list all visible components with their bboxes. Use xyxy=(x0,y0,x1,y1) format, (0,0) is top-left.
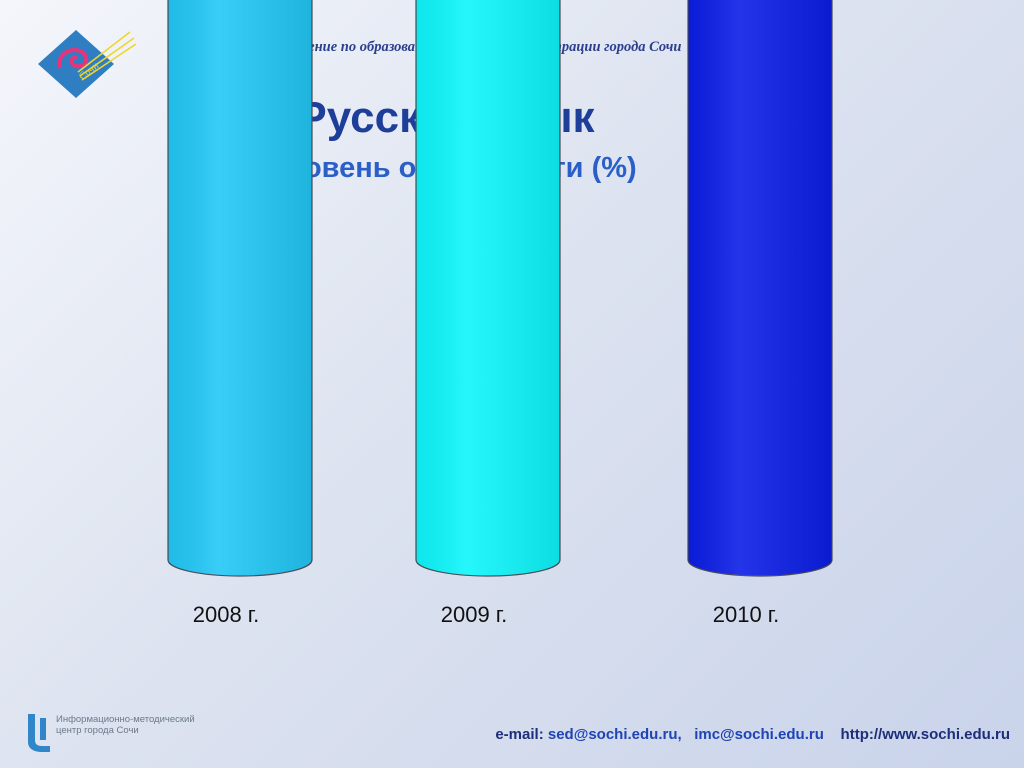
bar-shade-2 xyxy=(416,0,560,576)
website-link[interactable]: http://www.sochi.edu.ru xyxy=(840,726,1010,743)
bar-3: 99,152010 г. xyxy=(687,0,833,627)
bar-1: 77,072008 г. xyxy=(167,0,313,627)
category-label-1: 2008 г. xyxy=(193,602,260,627)
imc-logo-mark-icon xyxy=(28,714,50,752)
bar-2: 97,602009 г. xyxy=(415,0,561,627)
imc-name-line2: центр города Сочи xyxy=(56,725,139,736)
bar-shade-3 xyxy=(688,0,832,576)
email-link-sed[interactable]: sed@sochi.edu.ru, xyxy=(547,726,682,743)
imc-logo xyxy=(28,714,50,752)
imc-name: Информационно-методический центр города … xyxy=(56,714,206,736)
imc-logo-bar-icon xyxy=(40,718,46,740)
email-label: e-mail: xyxy=(495,726,548,743)
category-label-2: 2009 г. xyxy=(441,602,508,627)
sochi-education-logo: Сочи xyxy=(38,30,137,98)
imc-name-line1: Информационно-методический xyxy=(56,714,195,725)
category-label-3: 2010 г. xyxy=(713,602,780,627)
logo-swirl-icon xyxy=(57,48,89,69)
logo-rays-icon xyxy=(77,31,137,81)
contacts: e-mail: sed@sochi.edu.ru, imc@sochi.edu.… xyxy=(495,726,1010,743)
bar-shade-1 xyxy=(168,0,312,576)
email-link-imc[interactable]: imc@sochi.edu.ru xyxy=(694,726,824,743)
